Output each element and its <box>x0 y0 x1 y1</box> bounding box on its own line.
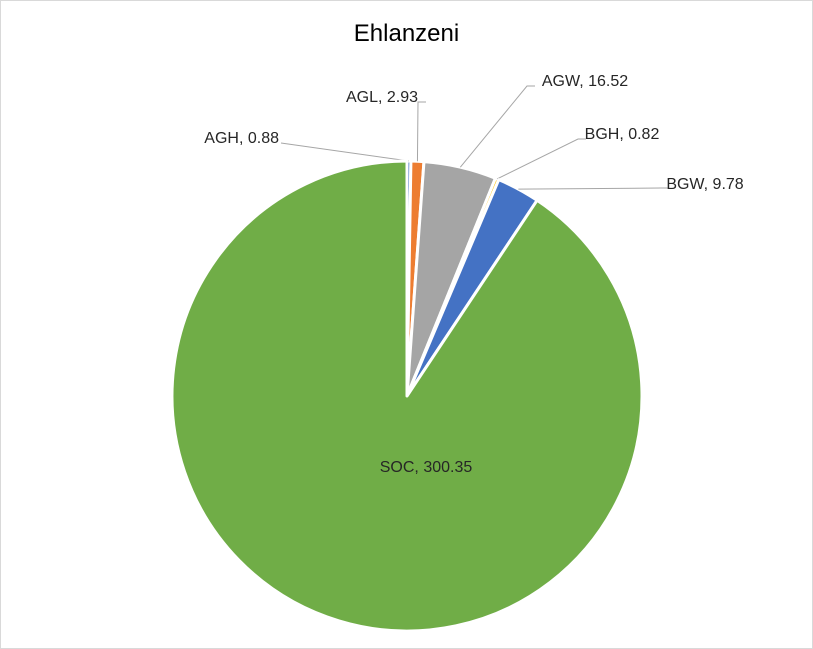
leader-line-agw <box>459 85 535 168</box>
data-label-agl: AGL, 2.93 <box>346 89 418 106</box>
leader-line-agl <box>416 101 426 162</box>
chart-title: Ehlanzeni <box>353 20 460 47</box>
leader-line-bgw <box>518 187 669 190</box>
data-label-soc: SOC, 300.35 <box>380 459 473 476</box>
data-label-bgw: BGW, 9.78 <box>666 176 743 193</box>
leader-line-bgh <box>496 138 586 180</box>
data-label-bgh: BGH, 0.82 <box>585 126 660 143</box>
pie-slice-soc <box>170 159 644 633</box>
data-label-agw: AGW, 16.52 <box>542 73 628 90</box>
data-label-agh: AGH, 0.88 <box>204 130 279 147</box>
leader-line-agh <box>280 142 410 162</box>
